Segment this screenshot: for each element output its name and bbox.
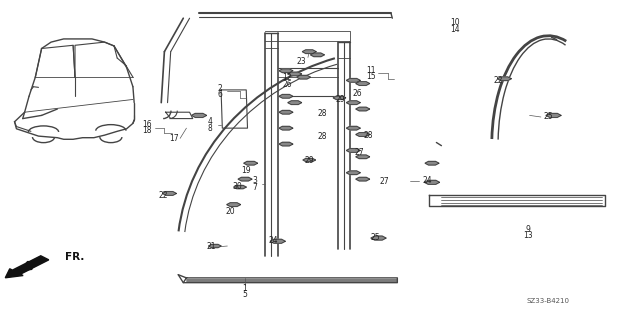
Text: 28: 28 bbox=[317, 109, 327, 118]
Text: 5: 5 bbox=[242, 290, 247, 299]
Text: 7: 7 bbox=[252, 183, 257, 192]
Text: 16: 16 bbox=[143, 120, 152, 129]
Polygon shape bbox=[288, 72, 302, 76]
Polygon shape bbox=[333, 96, 346, 100]
Polygon shape bbox=[163, 192, 176, 195]
Text: 25: 25 bbox=[370, 233, 380, 242]
Polygon shape bbox=[346, 148, 360, 152]
Polygon shape bbox=[191, 113, 206, 117]
Polygon shape bbox=[233, 185, 246, 189]
Text: 8: 8 bbox=[208, 124, 212, 132]
Text: 24: 24 bbox=[269, 236, 278, 245]
Text: 9: 9 bbox=[526, 225, 531, 234]
Text: 18: 18 bbox=[143, 126, 152, 135]
Text: 19: 19 bbox=[242, 166, 251, 175]
Polygon shape bbox=[303, 158, 316, 162]
Polygon shape bbox=[546, 113, 561, 117]
Text: 21: 21 bbox=[207, 242, 216, 251]
Polygon shape bbox=[270, 239, 285, 243]
Polygon shape bbox=[346, 78, 360, 82]
Polygon shape bbox=[288, 101, 302, 104]
Text: 1: 1 bbox=[242, 284, 247, 293]
Polygon shape bbox=[297, 75, 310, 79]
Polygon shape bbox=[497, 77, 511, 81]
Text: 4: 4 bbox=[208, 117, 212, 126]
Polygon shape bbox=[356, 82, 370, 85]
Text: 26: 26 bbox=[282, 80, 292, 89]
Text: 29: 29 bbox=[336, 95, 346, 104]
Text: 2: 2 bbox=[218, 84, 222, 93]
Text: 6: 6 bbox=[217, 90, 222, 99]
Polygon shape bbox=[371, 236, 386, 240]
Text: 26: 26 bbox=[353, 89, 362, 98]
Text: 23: 23 bbox=[297, 57, 307, 66]
Polygon shape bbox=[227, 203, 240, 206]
Text: FR.: FR. bbox=[65, 252, 85, 262]
Polygon shape bbox=[356, 133, 370, 136]
Text: 22: 22 bbox=[493, 76, 503, 85]
Polygon shape bbox=[279, 94, 293, 98]
Polygon shape bbox=[425, 180, 440, 184]
Text: 13: 13 bbox=[524, 231, 533, 240]
Text: 27: 27 bbox=[355, 148, 364, 157]
Text: 22: 22 bbox=[158, 190, 168, 200]
Polygon shape bbox=[279, 69, 293, 73]
Text: SZ33-B4210: SZ33-B4210 bbox=[527, 298, 570, 304]
Text: 10: 10 bbox=[451, 19, 460, 28]
Polygon shape bbox=[310, 53, 324, 57]
Text: 12: 12 bbox=[283, 73, 292, 82]
Polygon shape bbox=[279, 110, 293, 114]
Polygon shape bbox=[356, 177, 370, 181]
Polygon shape bbox=[279, 142, 293, 146]
Text: 29: 29 bbox=[304, 156, 314, 165]
Polygon shape bbox=[244, 161, 257, 165]
FancyArrow shape bbox=[5, 256, 49, 278]
Text: 30: 30 bbox=[232, 182, 242, 191]
Text: 11: 11 bbox=[366, 66, 375, 75]
Polygon shape bbox=[356, 155, 370, 159]
Polygon shape bbox=[302, 50, 316, 53]
Polygon shape bbox=[279, 126, 293, 130]
Text: 25: 25 bbox=[544, 113, 553, 122]
Text: 28: 28 bbox=[317, 132, 327, 140]
Text: 20: 20 bbox=[226, 207, 235, 216]
Text: 15: 15 bbox=[366, 72, 375, 81]
Polygon shape bbox=[208, 244, 221, 248]
Text: 3: 3 bbox=[252, 176, 257, 185]
Polygon shape bbox=[346, 126, 360, 130]
Polygon shape bbox=[346, 101, 360, 104]
Polygon shape bbox=[346, 171, 360, 175]
Text: 28: 28 bbox=[363, 131, 372, 140]
Text: 14: 14 bbox=[451, 25, 460, 34]
Text: 24: 24 bbox=[423, 176, 432, 185]
Text: 17: 17 bbox=[169, 134, 179, 143]
Polygon shape bbox=[356, 107, 370, 111]
Polygon shape bbox=[238, 177, 252, 181]
Text: 27: 27 bbox=[380, 177, 389, 186]
Polygon shape bbox=[425, 161, 439, 165]
